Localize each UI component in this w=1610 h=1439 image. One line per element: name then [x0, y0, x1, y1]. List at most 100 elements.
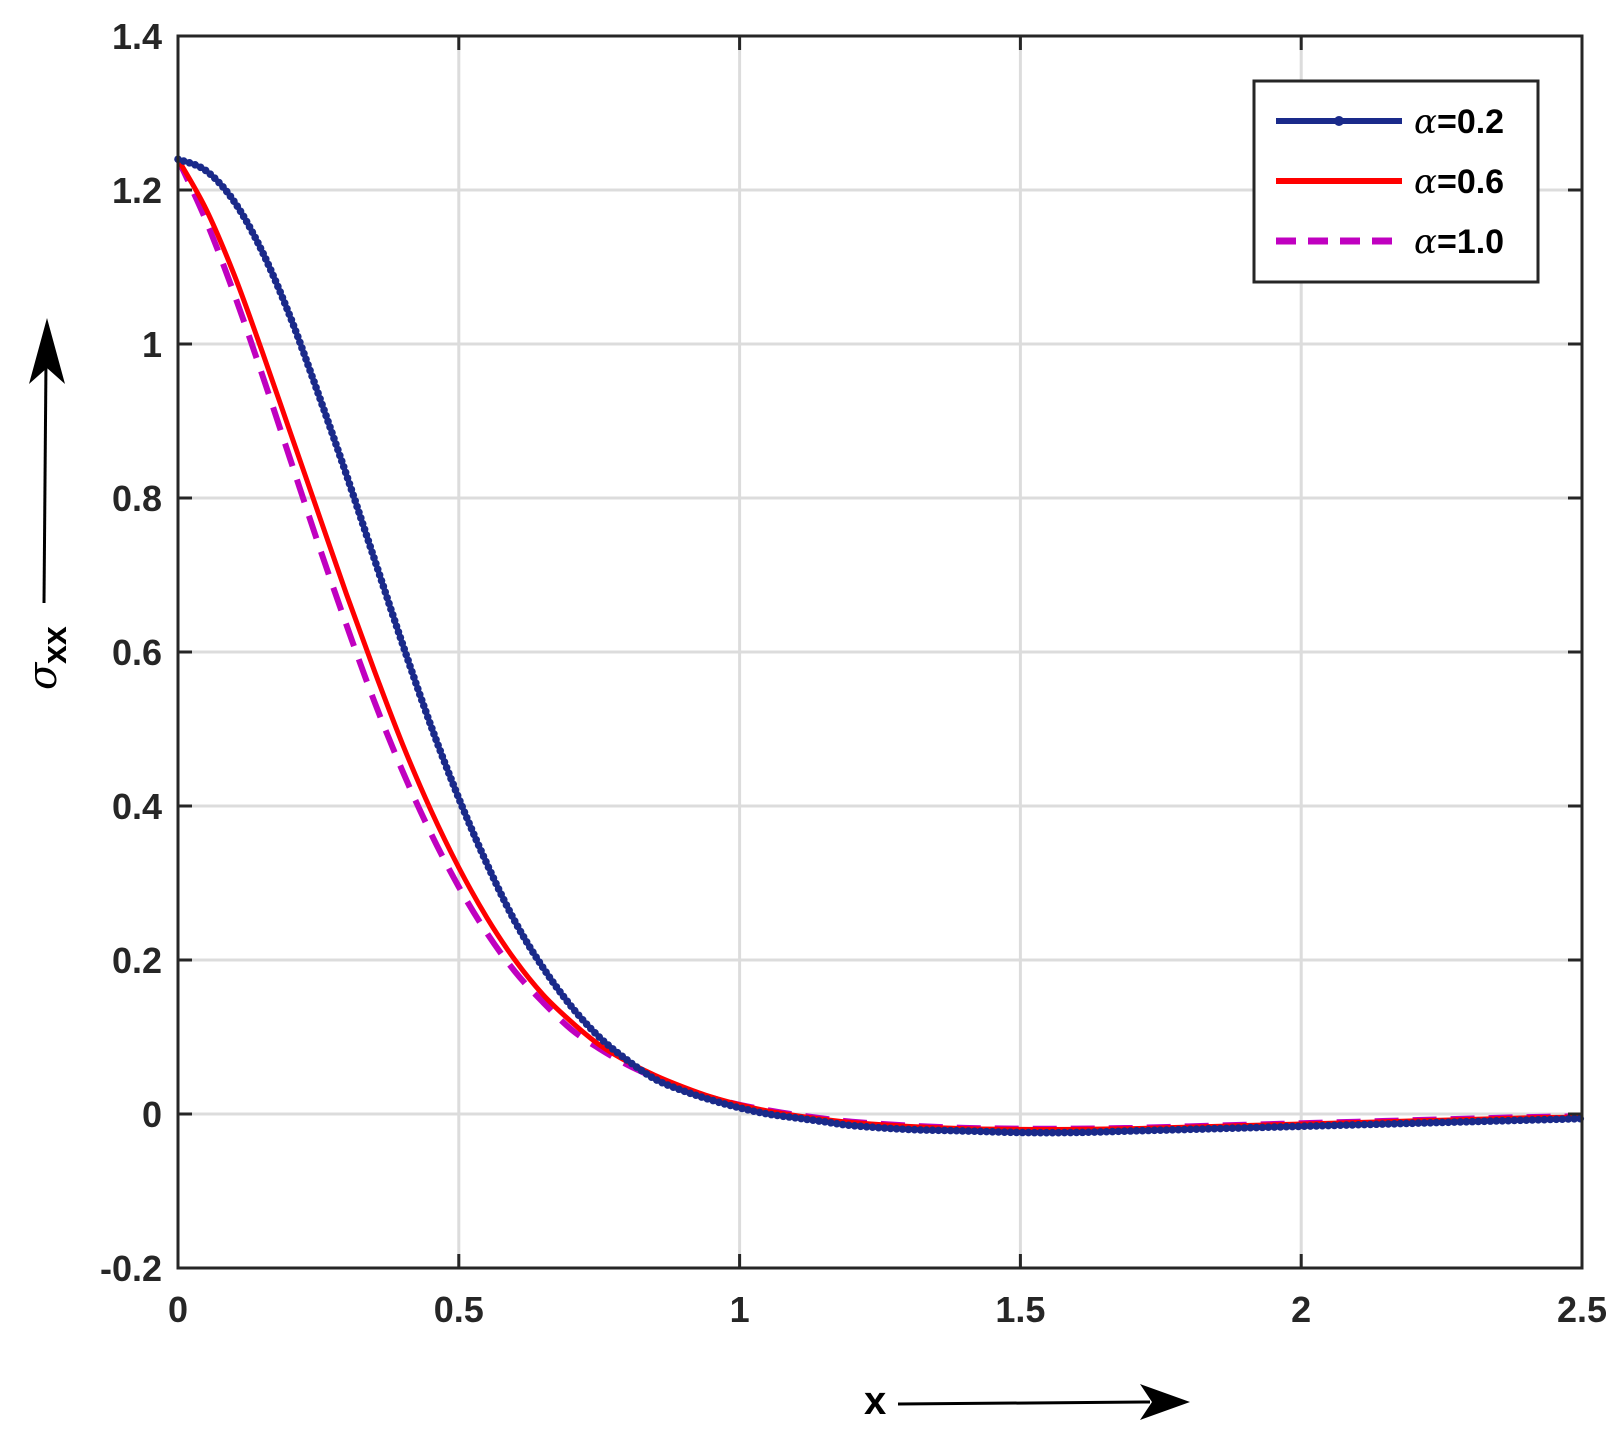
series-point [1540, 1115, 1549, 1124]
series-point [940, 1126, 949, 1135]
series-point [1042, 1128, 1051, 1137]
series-point [994, 1128, 1003, 1136]
series-point [1360, 1120, 1369, 1129]
y-tick-label: 1 [142, 324, 162, 365]
x-tick-label: 0 [168, 1289, 188, 1330]
series-point [703, 1095, 712, 1103]
series-point [832, 1119, 841, 1128]
series-point [1408, 1119, 1417, 1128]
series-line [175, 157, 1583, 1132]
series-point [850, 1121, 859, 1130]
series-point [381, 588, 390, 596]
series-point [1432, 1118, 1441, 1127]
x-tick-label: 1 [730, 1289, 750, 1330]
series-point [1396, 1119, 1405, 1128]
x-axis-label: x [864, 1379, 886, 1423]
series-point [785, 1113, 794, 1121]
series-point [1444, 1118, 1453, 1127]
series-point [749, 1107, 758, 1115]
series-point [1168, 1126, 1177, 1134]
ticks [176, 34, 1584, 1270]
series-point [1030, 1128, 1039, 1137]
series-point [732, 1103, 741, 1111]
series-point [1234, 1124, 1243, 1132]
series-point [886, 1124, 895, 1133]
series-point [916, 1126, 925, 1134]
series-point [827, 1118, 835, 1127]
series-line [177, 156, 1583, 1136]
series-point [1336, 1121, 1345, 1130]
series-point [738, 1104, 746, 1113]
series-point [726, 1101, 735, 1110]
series-point [1294, 1122, 1303, 1131]
x-tick-label: 0.5 [434, 1289, 484, 1330]
y-tick-label: -0.2 [100, 1248, 162, 1289]
series-point [1156, 1126, 1165, 1134]
series-point [1450, 1118, 1459, 1126]
legend-item: α=0.6 [1276, 162, 1504, 202]
series-point [1018, 1128, 1027, 1137]
series-point [1120, 1127, 1129, 1135]
series-point [976, 1127, 985, 1136]
series-point [988, 1128, 997, 1136]
series-point [1006, 1128, 1015, 1137]
series-point [1390, 1119, 1399, 1128]
series-point [1162, 1126, 1171, 1134]
series-point [1102, 1127, 1111, 1136]
series-point [1000, 1128, 1009, 1136]
y-tick-label: 1.2 [112, 170, 162, 211]
series-point [1210, 1124, 1219, 1133]
series-point [1078, 1128, 1087, 1137]
series-point [1456, 1118, 1465, 1126]
series-point [1324, 1121, 1333, 1130]
series-point [791, 1113, 799, 1122]
series-point [1066, 1128, 1075, 1137]
series-point [922, 1126, 931, 1134]
series-point [358, 519, 367, 528]
series-point [904, 1125, 913, 1134]
series-point [697, 1093, 706, 1101]
series-point [1246, 1123, 1255, 1132]
series-point [1330, 1121, 1339, 1130]
legend-label: α=1.0 [1414, 222, 1504, 262]
series-point [1060, 1128, 1069, 1137]
series-point [1228, 1124, 1237, 1133]
series-point [1534, 1116, 1543, 1124]
series-point [946, 1126, 955, 1135]
series-point [1114, 1127, 1123, 1136]
y-tick-label: 0.6 [112, 632, 162, 673]
series-point [1354, 1120, 1363, 1129]
series-point [970, 1127, 979, 1136]
series-point [815, 1117, 823, 1125]
series-point [1570, 1115, 1579, 1123]
legend: α=0.2 α=0.6 α=1.0 [1252, 79, 1540, 284]
series-point [362, 531, 371, 539]
series-point [1312, 1122, 1321, 1130]
series-point [797, 1114, 805, 1123]
series-2 [175, 157, 1583, 1132]
series-point [844, 1121, 853, 1130]
series-layer [174, 155, 1585, 1137]
legend-item: α=1.0 [1276, 222, 1504, 262]
series-point [1492, 1117, 1501, 1125]
series-point [1318, 1121, 1327, 1130]
series-point [1372, 1120, 1381, 1129]
series-point [1504, 1116, 1513, 1125]
series-point [1024, 1128, 1033, 1137]
series-point [364, 536, 373, 545]
series-point [773, 1111, 782, 1120]
series-point [1564, 1115, 1573, 1123]
series-line [175, 157, 1583, 1132]
series-point [179, 157, 188, 165]
series-point [720, 1100, 729, 1108]
series-point [351, 497, 359, 505]
series-point [1402, 1119, 1411, 1128]
legend-item: α=0.2 [1276, 102, 1504, 142]
series-point [1198, 1125, 1207, 1133]
legend-label: α=0.2 [1414, 102, 1504, 142]
series-point [692, 1091, 700, 1100]
y-tick-label: 0.2 [112, 940, 162, 981]
series-point [1222, 1124, 1231, 1133]
series-point [1270, 1123, 1279, 1131]
